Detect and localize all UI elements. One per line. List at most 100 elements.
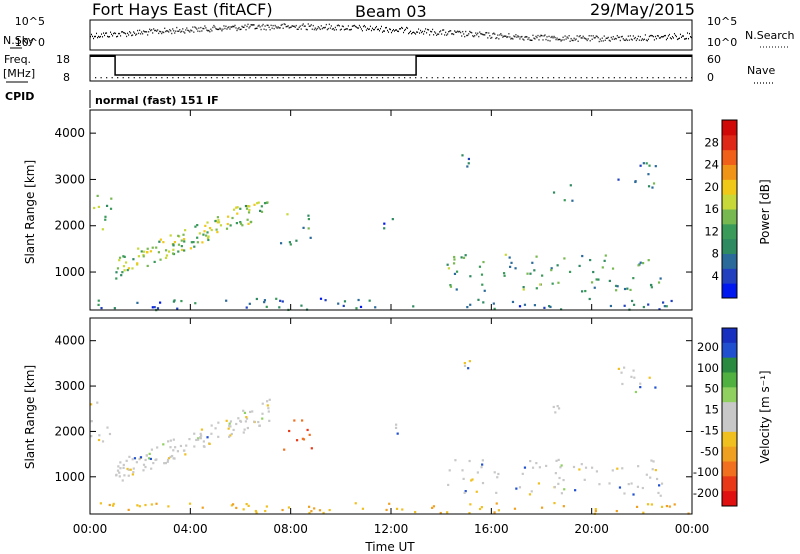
velocity-cell [135, 461, 138, 464]
noise-point [418, 28, 420, 30]
velocity-plot-bg [90, 318, 692, 514]
noise-point [565, 38, 567, 40]
noise-point [490, 37, 492, 39]
power-cell [462, 256, 466, 259]
noise-point [197, 30, 199, 32]
noise-point [431, 31, 433, 33]
noise-point [401, 26, 403, 29]
noise-point [642, 39, 644, 41]
power-colorbar-tick: 24 [704, 158, 719, 172]
velocity-cell [122, 466, 125, 469]
power-cell [206, 231, 209, 234]
power-cell [609, 304, 613, 308]
noise-point [584, 37, 586, 40]
power-cell [642, 162, 645, 165]
power-cell [198, 232, 201, 235]
velocity-cell [462, 477, 465, 481]
nave-point [586, 77, 588, 79]
velocity-cell [632, 493, 635, 496]
noise-point [630, 38, 632, 40]
noise-point [626, 39, 628, 42]
nave-point [161, 77, 163, 79]
velocity-cell [242, 409, 245, 412]
power-cell [214, 219, 217, 223]
power-cell [260, 205, 263, 208]
nsky-tick-top: 10^5 [15, 15, 45, 28]
noise-point [364, 26, 366, 28]
noise-point [146, 31, 148, 33]
velocity-cell [169, 455, 172, 458]
velocity-cell [554, 411, 557, 414]
velocity-cell [128, 455, 131, 458]
noise-point [296, 28, 298, 31]
noise-point [322, 26, 324, 29]
power-colorbar-swatch [722, 223, 737, 240]
noise-point [94, 35, 96, 38]
noise-point [620, 36, 622, 38]
noise-point [276, 27, 278, 29]
power-cell [482, 301, 485, 304]
noise-point [452, 33, 454, 35]
noise-point [690, 36, 692, 39]
noise-point [333, 29, 335, 31]
noise-point [637, 35, 639, 38]
noise-point [653, 39, 655, 41]
velocity-cell [476, 471, 479, 474]
noise-point [377, 28, 379, 31]
power-cell [337, 302, 340, 305]
noise-point [619, 39, 621, 42]
noise-point [307, 23, 309, 25]
power-cell [97, 205, 100, 209]
power-cell [155, 246, 158, 249]
nave-point [216, 77, 218, 79]
power-cell [172, 243, 175, 246]
noise-point [596, 35, 598, 38]
noise-point [600, 40, 602, 42]
velocity-cell [144, 458, 147, 462]
power-cell [632, 303, 636, 306]
nave-point [591, 77, 593, 79]
nave-point [431, 77, 433, 79]
power-cell [617, 178, 620, 181]
power-cell [601, 266, 604, 269]
nave-point [652, 77, 654, 79]
noise-point [641, 38, 643, 40]
nave-point [271, 77, 273, 79]
power-cell [196, 241, 199, 244]
power-colorbar-swatch [722, 194, 737, 210]
velocity-colorbar-swatch [722, 431, 737, 448]
noise-point [93, 37, 95, 40]
velocity-cell [139, 456, 143, 459]
freq-unit-label: [MHz] [3, 67, 35, 80]
noise-point [336, 24, 338, 27]
noise-point [278, 27, 280, 29]
power-cell [355, 307, 358, 310]
velocity-cell [144, 465, 147, 469]
noise-point [482, 33, 484, 36]
noise-point [608, 39, 610, 42]
velocity-cell [463, 364, 467, 367]
noise-point [202, 27, 204, 30]
velocity-cell [201, 506, 204, 509]
noise-point [199, 30, 201, 33]
power-cell [118, 259, 121, 262]
noise-point [312, 24, 314, 27]
noise-point [247, 23, 249, 26]
nave-point [519, 77, 522, 79]
velocity-cell [632, 369, 635, 372]
velocity-cell [306, 428, 309, 432]
noise-point [356, 27, 358, 29]
noise-point [135, 34, 137, 36]
noise-point [277, 26, 279, 28]
power-cell [151, 306, 154, 309]
power-cell [551, 282, 554, 285]
power-cell [182, 238, 186, 241]
power-cell [156, 307, 160, 310]
noise-point [347, 25, 349, 27]
noise-point [388, 28, 390, 30]
noise-point [532, 34, 534, 37]
noise-point [382, 30, 384, 32]
noise-point [550, 36, 552, 39]
noise-point [329, 27, 331, 29]
nave-point [260, 77, 262, 79]
